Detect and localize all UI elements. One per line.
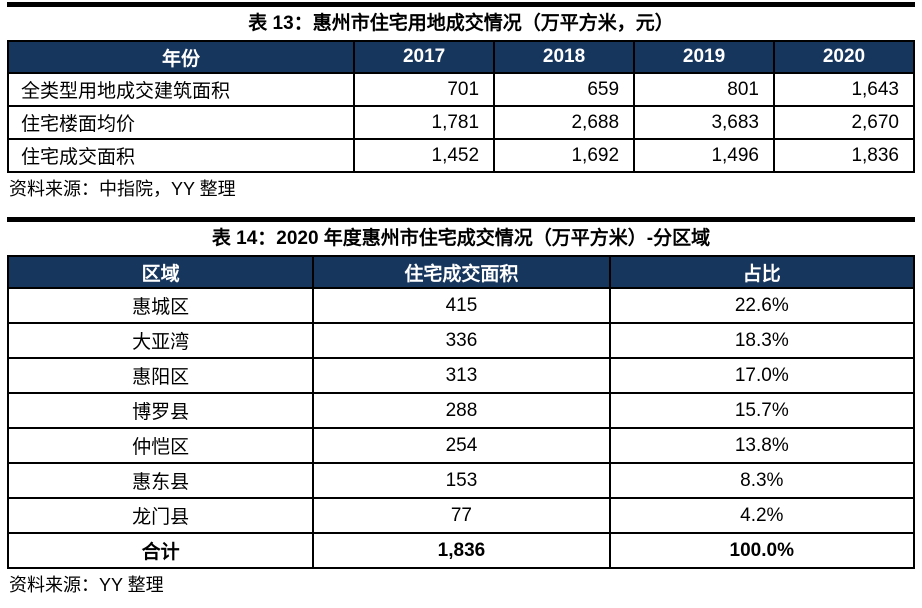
region-name: 龙门县 <box>6 497 315 534</box>
table13-header-2017: 2017 <box>353 40 496 74</box>
cell-value: 1,452 <box>353 138 496 173</box>
table-row: 惠阳区 313 17.0% <box>6 357 916 394</box>
table13-header-row: 年份 2017 2018 2019 2020 <box>6 40 915 74</box>
cell-value: 701 <box>353 72 496 107</box>
table-row: 住宅楼面均价 1,781 2,688 3,683 2,670 <box>6 105 915 140</box>
cell-value: 1,781 <box>353 105 496 140</box>
table-row: 住宅成交面积 1,452 1,692 1,496 1,836 <box>6 138 915 173</box>
cell-value: 17.0% <box>608 357 916 394</box>
row-label: 住宅楼面均价 <box>6 105 356 140</box>
table-row: 全类型用地成交建筑面积 701 659 801 1,643 <box>6 72 915 107</box>
table13-header-2019: 2019 <box>633 40 775 74</box>
total-share: 100.0% <box>608 532 916 569</box>
total-row: 合计 1,836 100.0% <box>6 532 916 569</box>
table14-header-row: 区域 住宅成交面积 占比 <box>6 255 916 289</box>
table-row: 惠东县 153 8.3% <box>6 462 916 499</box>
cell-value: 254 <box>312 427 611 464</box>
top-rule <box>7 2 915 7</box>
table14-title: 表 14：2020 年度惠州市住宅成交情况（万平方米）-分区域 <box>211 228 711 249</box>
cell-value: 313 <box>312 357 611 394</box>
cell-value: 1,496 <box>633 138 775 173</box>
table-row: 大亚湾 336 18.3% <box>6 322 916 359</box>
region-name: 惠城区 <box>6 287 315 324</box>
table-row: 龙门县 77 4.2% <box>6 497 916 534</box>
region-name: 大亚湾 <box>6 322 315 359</box>
table13-header-2018: 2018 <box>493 40 636 74</box>
cell-value: 153 <box>312 462 611 499</box>
cell-value: 2,670 <box>773 105 915 140</box>
total-area: 1,836 <box>312 532 611 569</box>
cell-value: 415 <box>312 287 611 324</box>
cell-value: 1,643 <box>773 72 915 107</box>
region-name: 仲恺区 <box>6 427 315 464</box>
section-divider-rule <box>7 217 915 222</box>
row-label: 住宅成交面积 <box>6 138 356 173</box>
row-label: 全类型用地成交建筑面积 <box>6 72 356 107</box>
cell-value: 22.6% <box>608 287 916 324</box>
table13-title: 表 13：惠州市住宅用地成交情况（万平方米，元） <box>248 13 674 34</box>
cell-value: 18.3% <box>608 322 916 359</box>
cell-value: 3,683 <box>633 105 775 140</box>
table-row: 博罗县 288 15.7% <box>6 392 916 429</box>
table13-header-2020: 2020 <box>773 40 915 74</box>
table13-header-year: 年份 <box>6 40 356 74</box>
cell-value: 2,688 <box>493 105 636 140</box>
cell-value: 8.3% <box>608 462 916 499</box>
cell-value: 15.7% <box>608 392 916 429</box>
table-row: 仲恺区 254 13.8% <box>6 427 916 464</box>
cell-value: 4.2% <box>608 497 916 534</box>
table-row: 惠城区 415 22.6% <box>6 287 916 324</box>
cell-value: 336 <box>312 322 611 359</box>
table14-header-area: 住宅成交面积 <box>312 255 611 289</box>
table13-source: 资料来源：中指院，YY 整理 <box>9 179 236 199</box>
cell-value: 13.8% <box>608 427 916 464</box>
cell-value: 659 <box>493 72 636 107</box>
cell-value: 801 <box>633 72 775 107</box>
region-name: 博罗县 <box>6 392 315 429</box>
table14-header-share: 占比 <box>608 255 916 289</box>
region-name: 惠阳区 <box>6 357 315 394</box>
table-13: 年份 2017 2018 2019 2020 全类型用地成交建筑面积 701 6… <box>6 40 915 173</box>
table14-header-region: 区域 <box>6 255 315 289</box>
cell-value: 288 <box>312 392 611 429</box>
cell-value: 1,692 <box>493 138 636 173</box>
cell-value: 77 <box>312 497 611 534</box>
table-14: 区域 住宅成交面积 占比 惠城区 415 22.6% 大亚湾 336 18.3%… <box>6 255 916 569</box>
cell-value: 1,836 <box>773 138 915 173</box>
table14-source: 资料来源：YY 整理 <box>9 575 164 595</box>
region-name: 惠东县 <box>6 462 315 499</box>
total-label: 合计 <box>6 532 315 569</box>
